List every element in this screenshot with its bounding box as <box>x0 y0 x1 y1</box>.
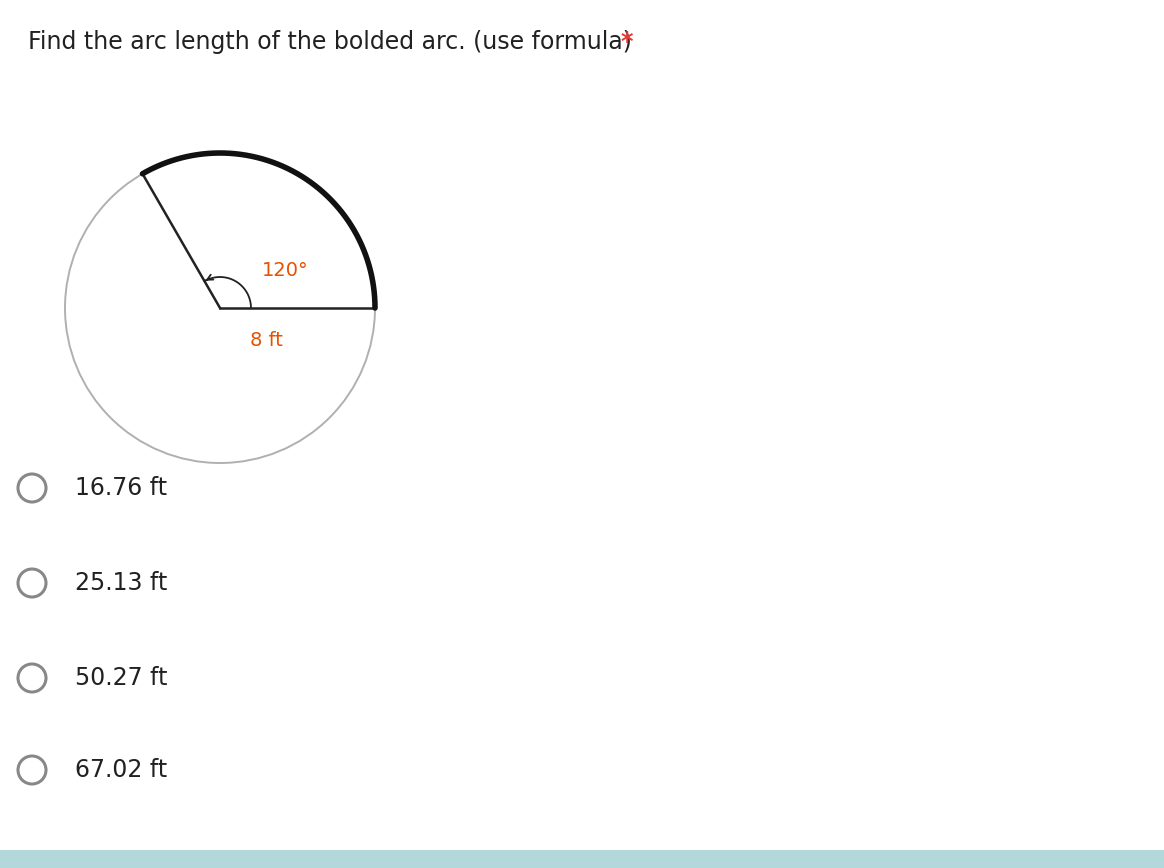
Text: Find the arc length of the bolded arc. (use formula): Find the arc length of the bolded arc. (… <box>28 30 632 54</box>
Text: 8 ft: 8 ft <box>250 331 283 350</box>
Text: 16.76 ft: 16.76 ft <box>74 476 168 500</box>
Text: 50.27 ft: 50.27 ft <box>74 666 168 690</box>
Text: 120°: 120° <box>262 260 308 279</box>
Bar <box>0 850 1164 868</box>
Text: 67.02 ft: 67.02 ft <box>74 758 168 782</box>
Text: 25.13 ft: 25.13 ft <box>74 571 168 595</box>
Text: *: * <box>620 30 632 54</box>
